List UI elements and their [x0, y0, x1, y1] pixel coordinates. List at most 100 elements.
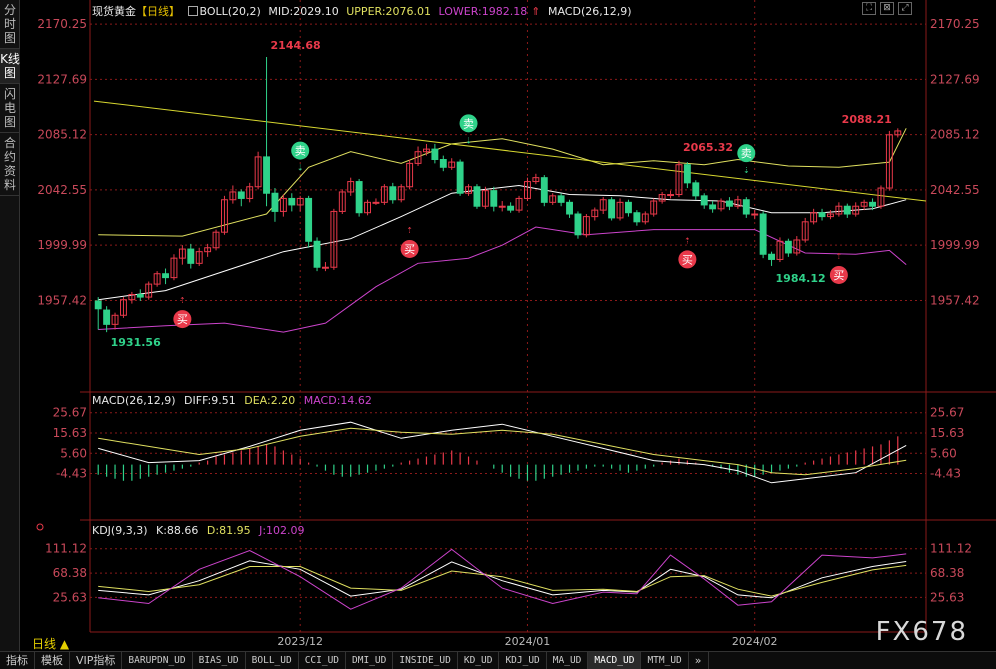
indicator-tab[interactable]: KDJ_UD [499, 652, 547, 669]
indicator-tab[interactable]: MTM_UD [641, 652, 689, 669]
macd-header: MACD(26,12,9) DIFF:9.51 DEA:2.20 MACD:14… [92, 394, 377, 407]
sell-signal-badge [737, 144, 756, 163]
kdj-d: D:81.95 [206, 524, 251, 537]
indicator-tab[interactable]: 模板 [35, 652, 70, 669]
candle-down [187, 248, 195, 264]
sell-arrow-icon: ⇣ [743, 166, 750, 175]
price-tick-right: 1957.42 [930, 293, 980, 307]
candle-down [305, 197, 313, 242]
macd-diff-line [98, 421, 907, 484]
candle-down [726, 200, 733, 207]
candle-up [322, 266, 329, 269]
close-window-button[interactable]: ⊠ [880, 2, 894, 15]
candle-down [692, 182, 700, 197]
symbol-name: 现货黄金 [92, 5, 136, 18]
indicator-tab[interactable]: DMI_UD [346, 652, 394, 669]
macd-dea: DEA:2.20 [244, 394, 296, 407]
chart-area[interactable]: 2144.68 2065.32 2088.21 1984.12 1931.56 ⇡ 买 ⇡ 买… [20, 0, 996, 651]
kdj-k: K:88.66 [156, 524, 199, 537]
sidebar-tab-contract-info[interactable]: 合约资料 [0, 133, 20, 196]
buy-arrow-icon: ⇡ [406, 226, 413, 235]
candle-up [254, 156, 262, 188]
candle-up [658, 194, 666, 202]
candle-up [793, 239, 801, 254]
candle-up [380, 186, 388, 203]
boll-toggle-icon[interactable] [187, 6, 198, 16]
candles: 2144.68 2065.32 2088.21 1984.12 1931.56 [94, 39, 902, 349]
candle-up [751, 213, 759, 216]
indicator-tab[interactable]: BIAS_UD [193, 652, 246, 669]
sell-signal-badge [291, 141, 310, 160]
price-tick-right: 2170.25 [930, 17, 980, 31]
candle-up [347, 181, 355, 193]
indicator-tab[interactable]: INSIDE_UD [393, 652, 458, 669]
candle-down [263, 156, 270, 194]
macd-dea-line [98, 427, 907, 476]
candle-up [423, 148, 430, 153]
period-selector[interactable]: 日线 ▲ [32, 637, 70, 651]
indicator-tab[interactable]: CCI_UD [299, 652, 347, 669]
sell-signal-label: 卖 [295, 145, 306, 158]
watermark-logo: FX678 [875, 617, 968, 647]
price-tick-right: 2127.69 [930, 72, 980, 86]
boll-mid: MID:2029.10 [268, 5, 339, 18]
trendline [93, 100, 927, 202]
candle-down [162, 273, 169, 279]
sidebar-tab-timeshare[interactable]: 分时图 [0, 0, 20, 49]
indicator-tab[interactable]: MA_UD [547, 652, 589, 669]
boll-label: BOLL(20,2) [199, 5, 261, 18]
macd-tick-right: -4.43 [930, 467, 961, 481]
indicator-tab[interactable]: 指标 [0, 652, 35, 669]
candle-up [667, 194, 674, 197]
kdj-tick-right: 111.12 [930, 542, 972, 556]
indicator-tab[interactable]: BOLL_UD [246, 652, 299, 669]
candle-down [473, 186, 481, 207]
candle-down [389, 186, 397, 201]
kdj-j-line [98, 548, 907, 610]
kdj-header: KDJ(9,3,3) K:88.66 D:81.95 J:102.09 [92, 524, 310, 537]
candle-up [650, 200, 658, 215]
sidebar: 分时图 K线图 闪电图 合约资料 [0, 0, 20, 651]
candle-up [515, 197, 523, 211]
candle-up [524, 181, 531, 199]
indicator-tab[interactable]: BARUPDN_UD [122, 652, 193, 669]
candle-up [498, 205, 506, 208]
candle-down [557, 195, 565, 203]
trade-signals: ⇡ 买 ⇡ 买 ⇡ 买 ⇡ 买 卖 ⇣ 卖 ⇣ 卖 ⇣ [173, 114, 848, 329]
candle-up [221, 199, 228, 233]
indicator-tab[interactable]: » [689, 652, 709, 669]
sell-arrow-icon: ⇣ [297, 164, 304, 173]
price-tick-right: 2085.12 [930, 128, 980, 142]
indicator-tab[interactable]: VIP指标 [70, 652, 123, 669]
candle-up [860, 201, 868, 207]
candle-up [599, 199, 607, 211]
candle-up [591, 209, 599, 218]
candle-up [145, 283, 153, 298]
period-tag: 【日线】 [136, 5, 180, 18]
candle-down [439, 158, 447, 168]
price-header: 现货黄金【日线】 BOLL(20,2) MID:2029.10 UPPER:20… [92, 3, 636, 19]
candle-up [364, 201, 371, 214]
candle-up [894, 130, 902, 136]
price-tick-left: 1999.99 [37, 238, 87, 252]
sell-signal-badge [459, 114, 478, 133]
maximize-window-button[interactable]: ⤢ [898, 2, 912, 15]
candle-up [801, 221, 809, 241]
price-annotation: 2088.21 [842, 113, 892, 126]
macd-diff: DIFF:9.51 [184, 394, 236, 407]
indicator-tab[interactable]: KD_UD [458, 652, 500, 669]
candle-down [625, 201, 632, 214]
restore-window-button[interactable]: ⛶ [862, 2, 876, 15]
axis-labels: 2170.25 2170.25 2127.69 2127.69 2085.12 2085.… [37, 17, 979, 648]
candle-down [633, 212, 641, 223]
candle-up [885, 134, 893, 189]
candle-up [641, 213, 649, 223]
sidebar-tab-kline[interactable]: K线图 [0, 49, 20, 84]
candle-up [212, 231, 220, 249]
price-tick-right: 2042.55 [930, 183, 980, 197]
candle-down [742, 199, 750, 215]
indicator-tab[interactable]: MACD_UD [588, 652, 642, 669]
candle-up [852, 205, 860, 215]
sidebar-tab-flash[interactable]: 闪电图 [0, 84, 20, 133]
candle-up [810, 212, 818, 223]
